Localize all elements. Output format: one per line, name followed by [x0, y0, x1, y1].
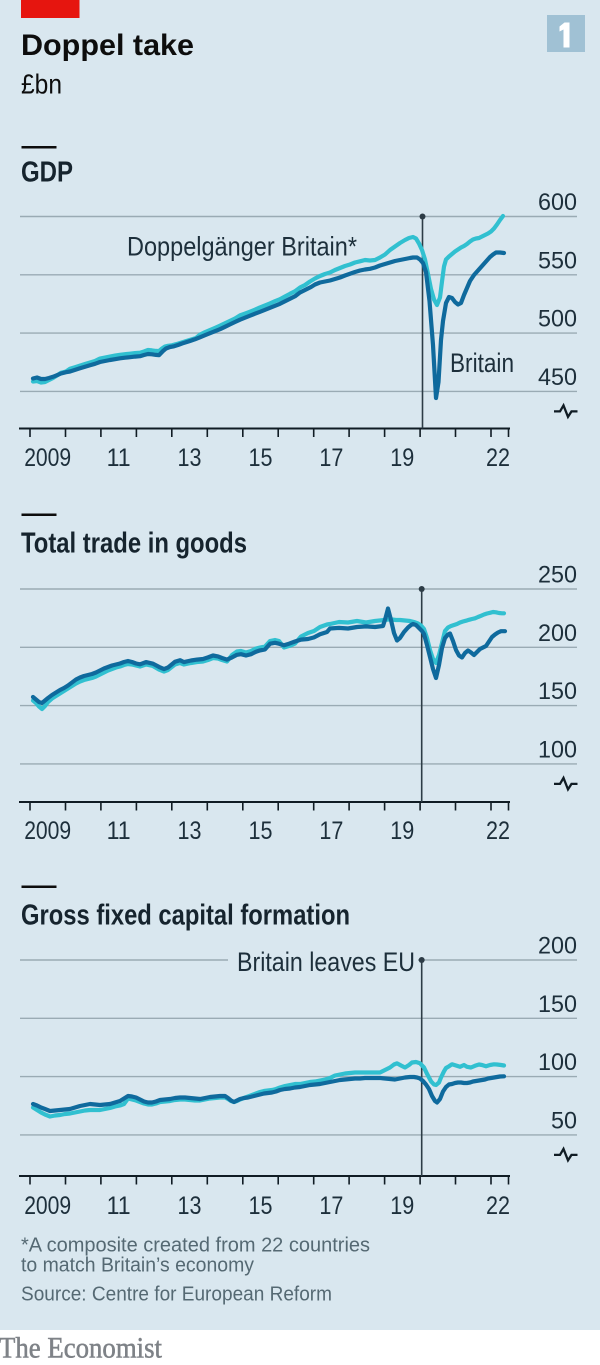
svg-text:The Economist: The Economist [0, 1332, 163, 1365]
svg-text:11: 11 [107, 1192, 131, 1220]
svg-text:Doppelgänger Britain*: Doppelgänger Britain* [127, 232, 357, 262]
svg-text:200: 200 [538, 620, 577, 647]
svg-text:150: 150 [538, 678, 577, 705]
svg-text:13: 13 [178, 444, 202, 472]
svg-text:Britain: Britain [450, 348, 514, 378]
svg-text:19: 19 [390, 444, 414, 472]
svg-text:Total trade in goods: Total trade in goods [21, 528, 247, 560]
svg-text:100: 100 [538, 736, 577, 763]
svg-text:£bn: £bn [21, 69, 62, 100]
svg-text:15: 15 [249, 444, 273, 472]
svg-text:250: 250 [538, 562, 577, 589]
svg-text:550: 550 [538, 247, 577, 274]
svg-text:15: 15 [249, 1192, 273, 1220]
svg-text:Doppel take: Doppel take [21, 29, 194, 62]
svg-text:*A composite created from 22 c: *A composite created from 22 countries [21, 1235, 370, 1257]
svg-text:to match Britain’s economy: to match Britain’s economy [21, 1255, 254, 1277]
svg-text:17: 17 [319, 1192, 343, 1220]
svg-text:2009: 2009 [24, 817, 71, 845]
svg-text:19: 19 [390, 817, 414, 845]
svg-text:19: 19 [390, 1192, 414, 1220]
svg-text:2009: 2009 [24, 444, 71, 472]
svg-text:150: 150 [538, 991, 577, 1018]
svg-text:11: 11 [107, 817, 131, 845]
svg-text:13: 13 [178, 817, 202, 845]
svg-text:200: 200 [538, 933, 577, 960]
svg-text:50: 50 [551, 1107, 577, 1134]
svg-text:22: 22 [486, 1192, 510, 1220]
svg-text:17: 17 [319, 444, 343, 472]
svg-text:17: 17 [319, 817, 343, 845]
svg-text:500: 500 [538, 306, 577, 333]
svg-text:Source: Centre for European Re: Source: Centre for European Reform [21, 1284, 332, 1306]
svg-text:GDP: GDP [21, 157, 73, 189]
svg-text:15: 15 [249, 817, 273, 845]
svg-text:600: 600 [538, 189, 577, 216]
svg-text:Gross fixed capital formation: Gross fixed capital formation [21, 900, 350, 932]
svg-text:22: 22 [486, 444, 510, 472]
svg-text:2009: 2009 [24, 1192, 71, 1220]
svg-text:450: 450 [538, 364, 577, 391]
svg-text:100: 100 [538, 1049, 577, 1076]
svg-text:11: 11 [107, 444, 131, 472]
svg-text:Britain leaves EU: Britain leaves EU [237, 947, 415, 977]
svg-text:22: 22 [486, 817, 510, 845]
svg-text:13: 13 [178, 1192, 202, 1220]
